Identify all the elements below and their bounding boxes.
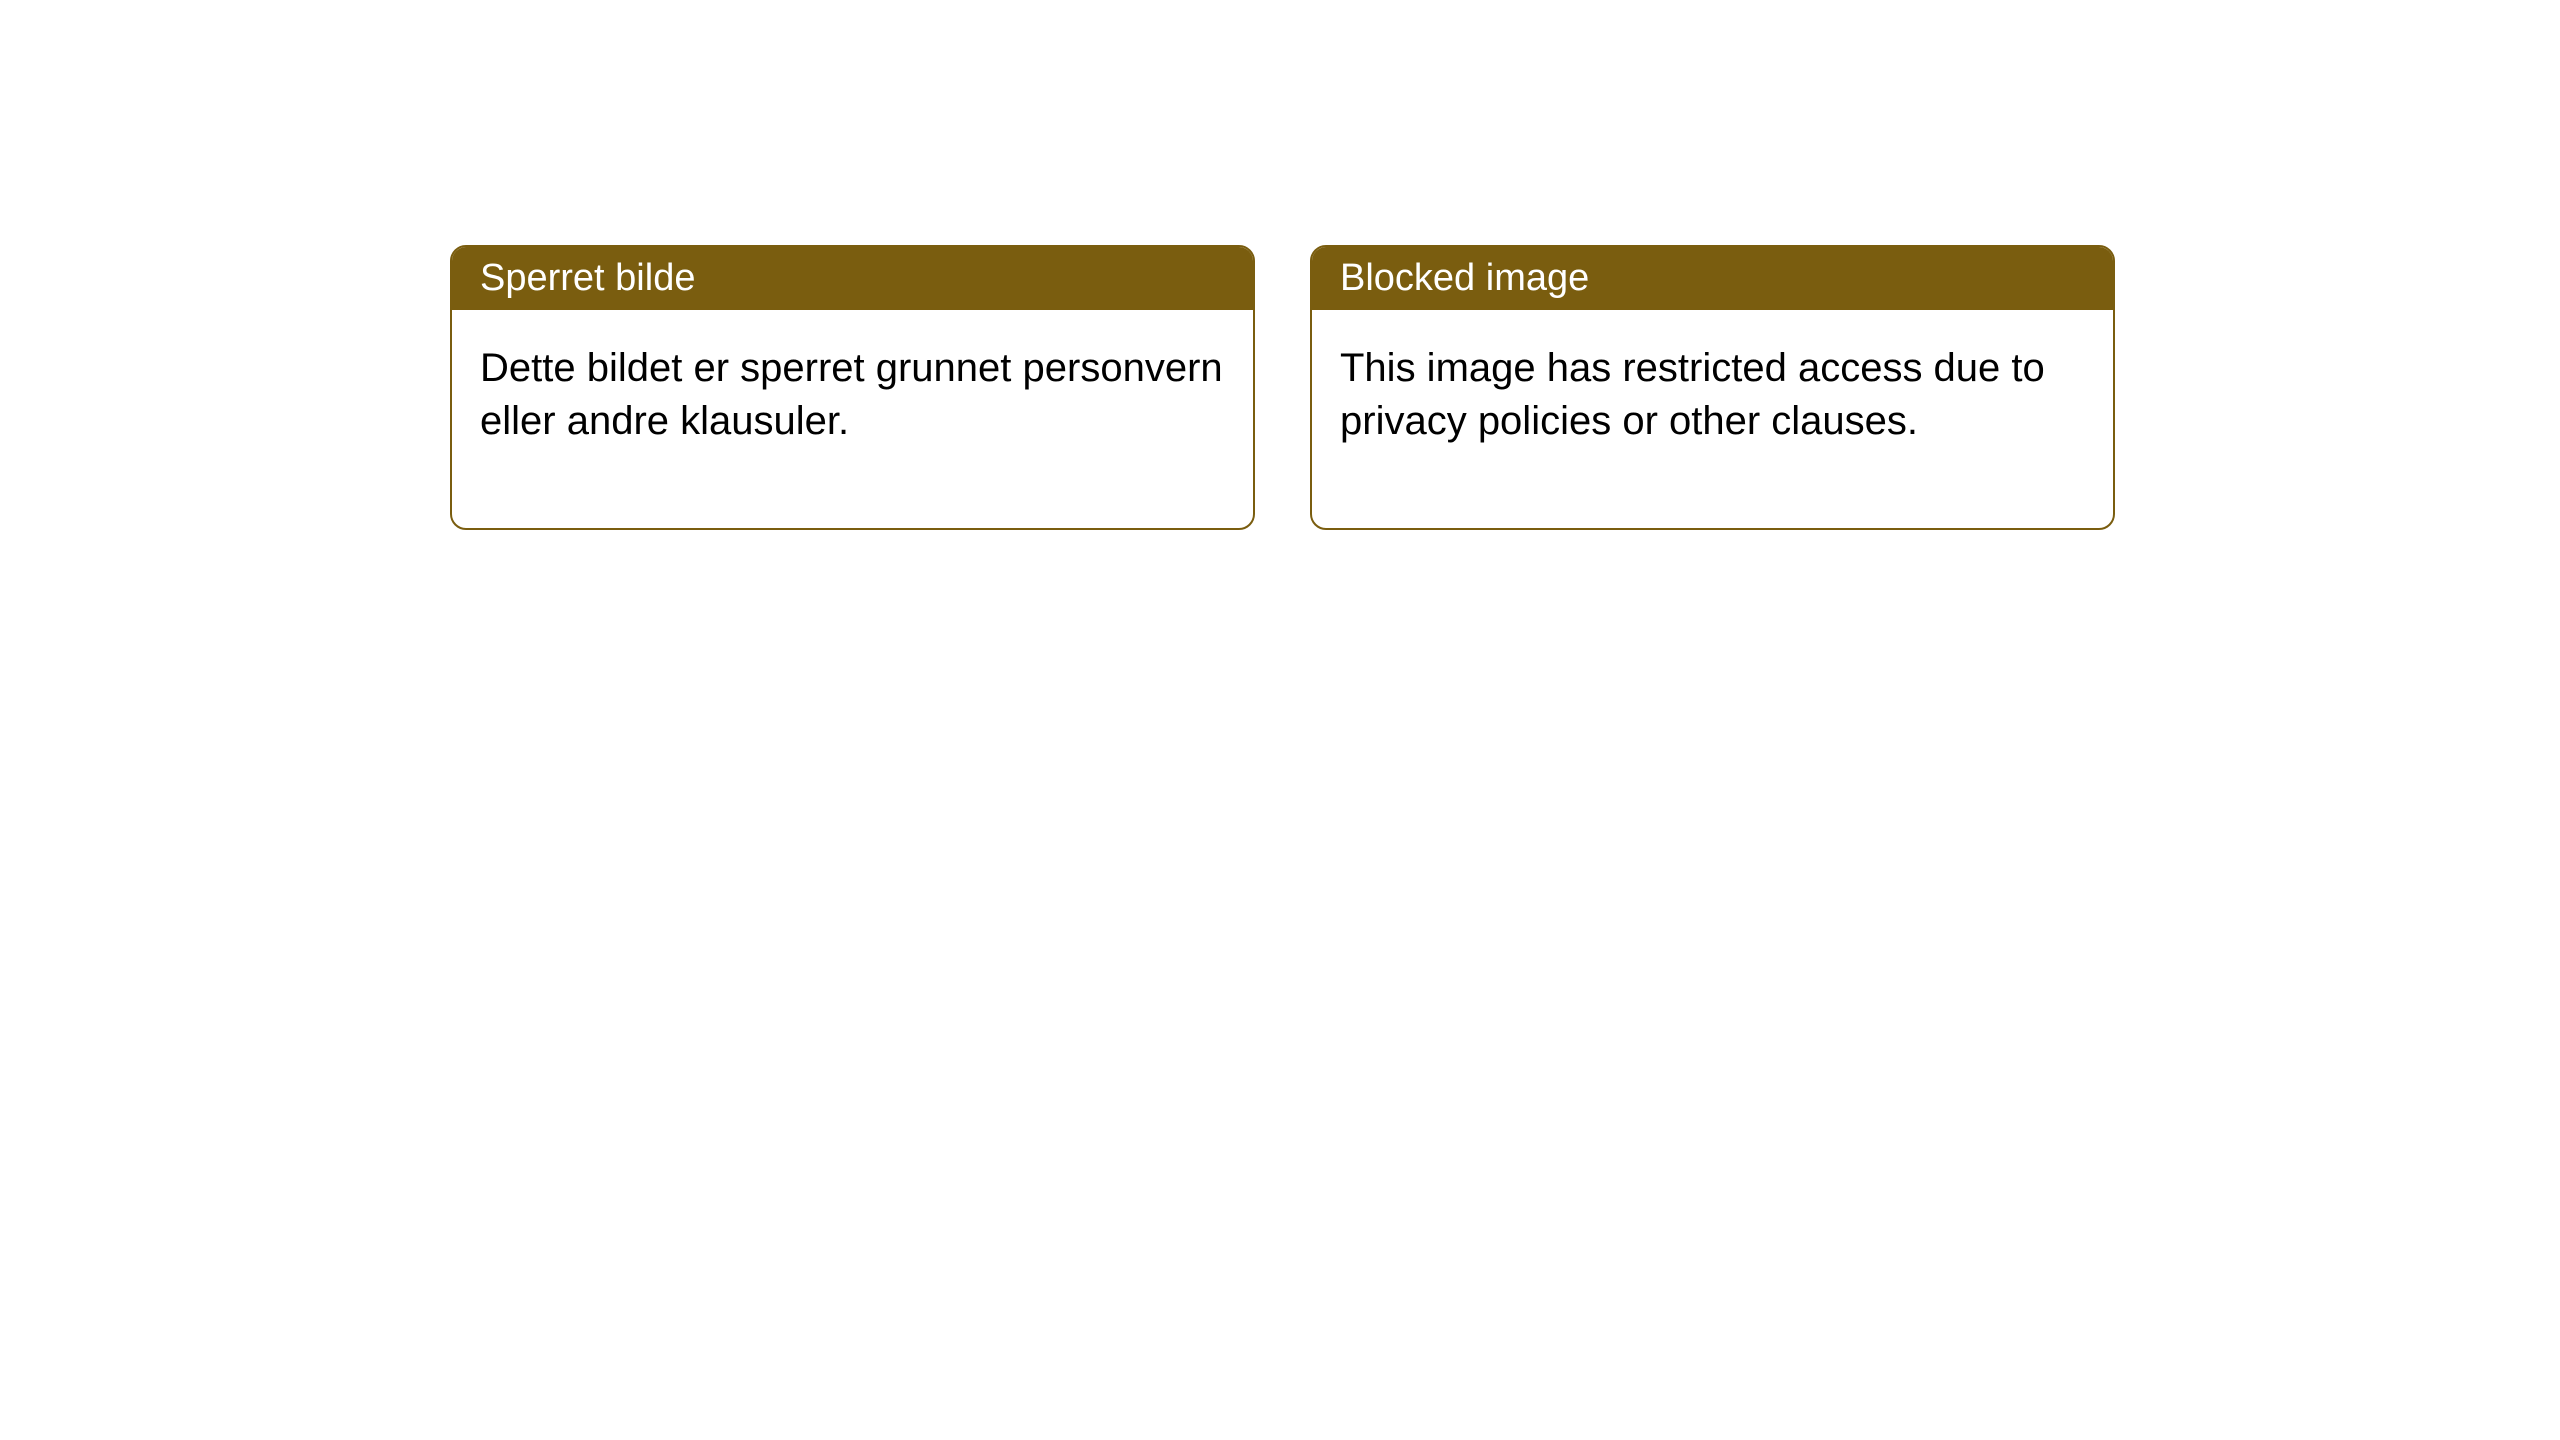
notice-card-body: Dette bildet er sperret grunnet personve… bbox=[452, 310, 1253, 528]
notice-card-norwegian: Sperret bilde Dette bildet er sperret gr… bbox=[450, 245, 1255, 530]
notice-cards-container: Sperret bilde Dette bildet er sperret gr… bbox=[0, 0, 2560, 530]
notice-card-title: Blocked image bbox=[1312, 247, 2113, 310]
notice-card-body: This image has restricted access due to … bbox=[1312, 310, 2113, 528]
notice-card-english: Blocked image This image has restricted … bbox=[1310, 245, 2115, 530]
notice-card-title: Sperret bilde bbox=[452, 247, 1253, 310]
